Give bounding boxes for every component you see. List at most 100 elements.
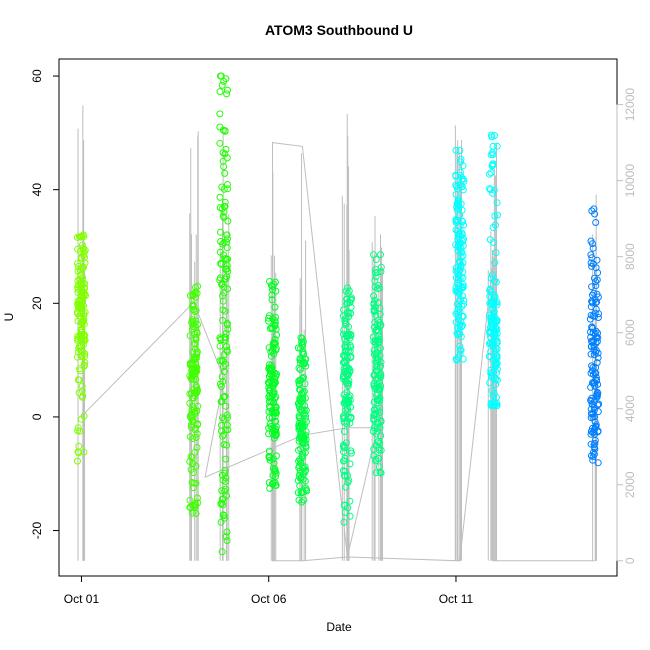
data-point (373, 383, 380, 391)
data-point (593, 276, 601, 284)
data-point (487, 169, 495, 177)
data-point (493, 369, 500, 377)
data-point (295, 419, 303, 427)
data-point (595, 400, 602, 408)
data-point (192, 317, 200, 325)
data-point (587, 410, 595, 418)
data-point (460, 300, 468, 308)
data-point (299, 338, 307, 346)
data-point (222, 330, 230, 337)
data-point (223, 411, 231, 419)
data-point (493, 359, 501, 367)
data-point (218, 183, 226, 191)
data-point (188, 302, 196, 310)
data-point (492, 317, 500, 325)
data-point (454, 288, 462, 295)
data-point (594, 391, 601, 399)
data-point (491, 221, 499, 229)
data-point (216, 88, 224, 96)
data-point (589, 324, 597, 332)
data-point (78, 241, 86, 249)
data-point (375, 446, 383, 454)
data-point (221, 336, 229, 344)
data-point (340, 372, 348, 380)
data-point (370, 445, 378, 453)
data-point (591, 436, 599, 444)
data-point (217, 260, 225, 267)
data-point (268, 392, 276, 400)
data-point (266, 370, 274, 378)
data-point (216, 342, 224, 350)
data-point (77, 295, 85, 303)
data-point (270, 350, 278, 358)
y2-tick-label: 2000 (623, 471, 637, 498)
data-point (218, 373, 226, 381)
data-point (192, 283, 199, 291)
data-point (593, 298, 601, 306)
data-point (372, 265, 380, 273)
y2-tick-label: 4000 (623, 395, 637, 422)
x-tick-label: Oct 11 (439, 592, 474, 606)
data-point (460, 177, 468, 185)
data-point (455, 302, 463, 310)
data-point (491, 398, 499, 406)
data-point (193, 348, 201, 356)
data-point (492, 353, 500, 360)
data-point (377, 251, 384, 259)
data-point (370, 308, 378, 316)
data-point (375, 328, 382, 336)
data-point (297, 344, 304, 352)
data-point (269, 283, 276, 290)
data-point (376, 468, 384, 476)
data-point (377, 418, 385, 426)
data-point (269, 424, 277, 432)
data-point (486, 292, 494, 300)
data-point (594, 329, 601, 337)
data-point (223, 528, 231, 536)
chart-title: ATOM3 Southbound U (265, 22, 413, 38)
data-point (487, 348, 495, 356)
data-point (485, 340, 493, 348)
data-point (193, 407, 201, 415)
data-point (186, 496, 194, 504)
data-point (589, 312, 597, 320)
data-point (194, 402, 202, 410)
data-point (222, 75, 230, 83)
data-point (296, 474, 304, 482)
data-point (80, 283, 88, 291)
data-point (78, 382, 86, 390)
data-point (453, 182, 461, 190)
x-tick-label: Oct 01 (64, 592, 100, 606)
y-tick-label: 20 (30, 296, 44, 310)
data-point (594, 349, 602, 357)
data-point (377, 373, 385, 381)
data-point (266, 367, 274, 374)
data-point (224, 235, 231, 243)
data-point (301, 355, 309, 363)
data-point (220, 289, 228, 297)
data-point (370, 346, 378, 354)
data-point (346, 512, 354, 520)
data-point (345, 313, 353, 320)
data-point (303, 487, 310, 495)
data-point (271, 335, 279, 343)
data-point (219, 240, 227, 248)
data-point (80, 263, 87, 271)
data-point (375, 372, 383, 380)
data-point (187, 466, 195, 473)
data-point (594, 269, 602, 277)
data-point (347, 331, 355, 338)
data-point (272, 481, 280, 489)
data-point (75, 449, 83, 457)
data-point (589, 429, 597, 437)
data-point (460, 221, 467, 229)
data-point (223, 90, 231, 98)
data-point (272, 406, 280, 414)
data-point (221, 198, 229, 206)
data-point (588, 262, 596, 270)
data-point (340, 448, 347, 456)
y-tick-label: 60 (30, 69, 44, 83)
data-point (459, 268, 467, 276)
data-point (589, 453, 597, 461)
data-point (455, 316, 463, 324)
